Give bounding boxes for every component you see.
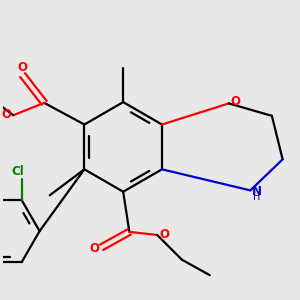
Text: H: H xyxy=(254,192,261,202)
Text: O: O xyxy=(18,61,28,74)
Text: Cl: Cl xyxy=(12,165,25,178)
Text: O: O xyxy=(231,95,241,108)
Text: O: O xyxy=(2,108,11,121)
Text: N: N xyxy=(252,185,262,198)
Text: O: O xyxy=(159,227,169,241)
Text: O: O xyxy=(90,242,100,255)
